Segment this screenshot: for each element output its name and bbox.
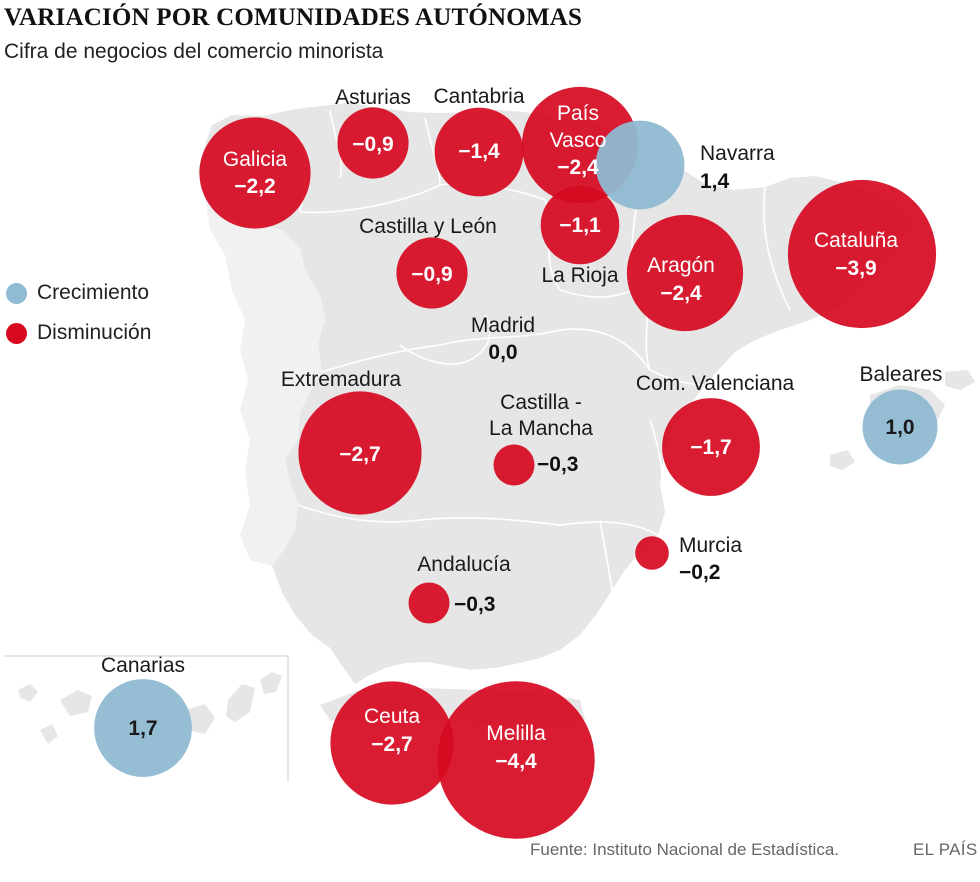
page-subtitle: Cifra de negocios del comercio minorista bbox=[4, 40, 384, 63]
value-aragon: −2,4 bbox=[660, 282, 702, 305]
value-castilla-y-leon: −0,9 bbox=[411, 263, 452, 286]
brand-logo: EL PAÍS bbox=[913, 840, 978, 859]
legend-item-growth: Crecimiento bbox=[6, 281, 151, 304]
bubble-melilla bbox=[437, 681, 595, 839]
bubble-canarias bbox=[94, 679, 192, 777]
value-melilla: −4,4 bbox=[495, 750, 537, 773]
bubble-castilla-la-mancha bbox=[493, 444, 535, 486]
label-castilla-la-mancha-2: La Mancha bbox=[489, 417, 593, 440]
bubble-cantabria bbox=[434, 107, 524, 197]
value-navarra: 1,4 bbox=[700, 170, 730, 193]
value-canarias: 1,7 bbox=[128, 717, 157, 740]
label-pais-vasco-1: País bbox=[557, 102, 599, 125]
label-castilla-y-leon: Castilla y León bbox=[359, 215, 497, 238]
bubble-extremadura bbox=[298, 391, 422, 515]
value-com-valenciana: −1,7 bbox=[690, 436, 731, 459]
legend-decrease-swatch bbox=[6, 322, 27, 344]
label-navarra: Navarra bbox=[700, 142, 775, 165]
bubble-galicia bbox=[199, 117, 311, 229]
legend-decrease-label: Disminución bbox=[37, 321, 152, 344]
label-cataluna: Cataluña bbox=[814, 229, 898, 252]
portugal-landmass bbox=[205, 195, 325, 566]
value-cantabria: −1,4 bbox=[458, 140, 500, 163]
label-galicia: Galicia bbox=[223, 148, 288, 171]
bubble-castilla-y-león bbox=[396, 237, 468, 309]
page-title: VARIACIÓN POR COMUNIDADES AUTÓNOMAS bbox=[4, 4, 583, 31]
label-asturias: Asturias bbox=[335, 86, 411, 109]
bubble-ceuta bbox=[330, 681, 454, 805]
bubble-asturias bbox=[337, 107, 409, 179]
legend: Crecimiento Disminución bbox=[6, 281, 152, 362]
label-andalucia: Andalucía bbox=[417, 553, 511, 576]
bubble-aragón bbox=[626, 214, 744, 332]
source-note: Fuente: Instituto Nacional de Estadístic… bbox=[530, 840, 840, 859]
label-extremadura: Extremadura bbox=[281, 368, 402, 391]
legend-growth-label: Crecimiento bbox=[37, 281, 150, 304]
legend-item-decrease: Disminución bbox=[6, 321, 152, 344]
value-castilla-la-mancha: −0,3 bbox=[537, 453, 578, 476]
bubble-andalucía bbox=[408, 582, 450, 624]
label-castilla-la-mancha-1: Castilla - bbox=[500, 391, 582, 414]
label-madrid: Madrid bbox=[471, 314, 535, 337]
region-labels: Galicia −2,2 Asturias −0,9 Cantabria −1,… bbox=[101, 85, 942, 773]
value-galicia: −2,2 bbox=[234, 175, 275, 198]
bubble-baleares bbox=[862, 389, 938, 465]
value-baleares: 1,0 bbox=[885, 416, 914, 439]
label-pais-vasco-2: Vasco bbox=[550, 129, 607, 152]
label-com-valenciana: Com. Valenciana bbox=[636, 372, 795, 395]
label-murcia: Murcia bbox=[679, 534, 742, 557]
bubble-layer bbox=[94, 86, 938, 839]
bubble-cataluña bbox=[787, 179, 937, 329]
value-la-rioja: −1,1 bbox=[559, 214, 601, 237]
bubble-com-valenciana bbox=[662, 398, 760, 496]
label-cantabria: Cantabria bbox=[433, 85, 524, 108]
value-madrid: 0,0 bbox=[488, 341, 517, 364]
label-la-rioja: La Rioja bbox=[541, 264, 618, 287]
legend-growth-swatch bbox=[6, 282, 27, 304]
label-canarias: Canarias bbox=[101, 654, 185, 677]
value-extremadura: −2,7 bbox=[339, 443, 380, 466]
bubble-navarra bbox=[595, 120, 685, 210]
value-pais-vasco: −2,4 bbox=[557, 156, 599, 179]
value-andalucia: −0,3 bbox=[454, 593, 495, 616]
label-baleares: Baleares bbox=[860, 363, 943, 386]
value-ceuta: −2,7 bbox=[371, 733, 412, 756]
label-aragon: Aragón bbox=[647, 254, 715, 277]
value-cataluna: −3,9 bbox=[835, 257, 876, 280]
bubble-murcia bbox=[635, 536, 669, 570]
value-murcia: −0,2 bbox=[679, 561, 720, 584]
value-asturias: −0,9 bbox=[352, 133, 393, 156]
bubble-la-rioja bbox=[540, 185, 620, 265]
label-ceuta: Ceuta bbox=[364, 705, 420, 728]
label-melilla: Melilla bbox=[486, 722, 546, 745]
